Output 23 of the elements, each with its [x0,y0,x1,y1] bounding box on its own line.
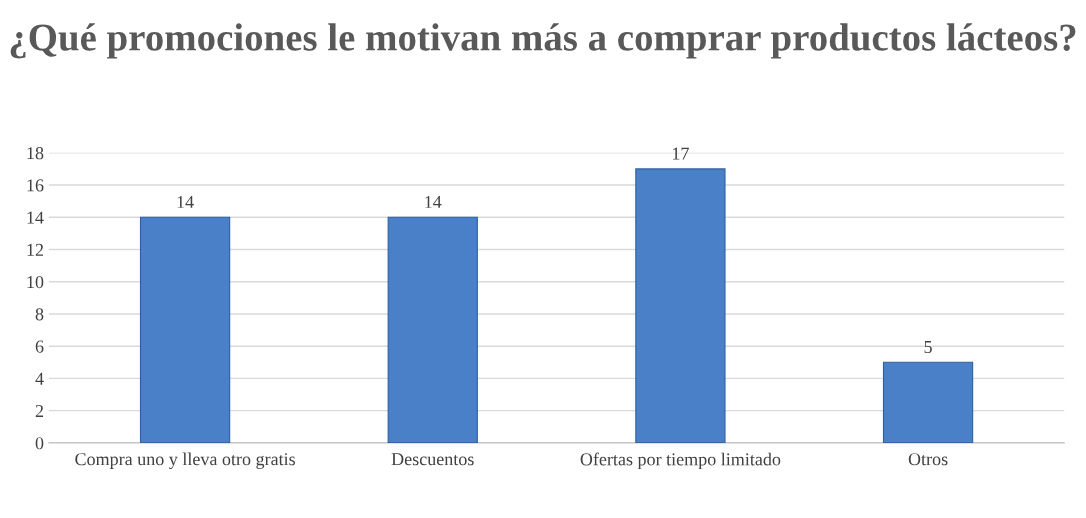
y-tick-label: 4 [35,372,44,385]
x-tick-label: Otros [908,453,948,466]
x-tick-label: Compra uno y lleva otro gratis [75,452,295,469]
y-tick-label: 0 [35,437,44,450]
x-tick-label: Descuentos [391,453,474,466]
y-tick-label: 16 [27,179,44,192]
y-tick-label: 14 [27,211,44,224]
y-tick-label: 6 [35,340,44,353]
data-label: 14 [177,195,194,208]
bar [387,216,478,443]
chart-title: ¿Qué promociones le motivan más a comprar productos lácteos? [10,23,1076,59]
data-label: 17 [672,147,689,160]
y-tick-label: 8 [35,308,44,321]
y-tick-label: 12 [27,243,44,256]
bar [139,216,231,443]
x-tick-label: Ofertas por tiempo limitado [580,452,781,470]
data-label: 14 [425,195,442,208]
y-tick-label: 18 [27,147,44,160]
bar [882,361,974,443]
y-tick-label: 2 [35,404,44,417]
bar [635,168,726,443]
data-label: 5 [924,341,932,354]
y-tick-label: 10 [27,275,44,289]
